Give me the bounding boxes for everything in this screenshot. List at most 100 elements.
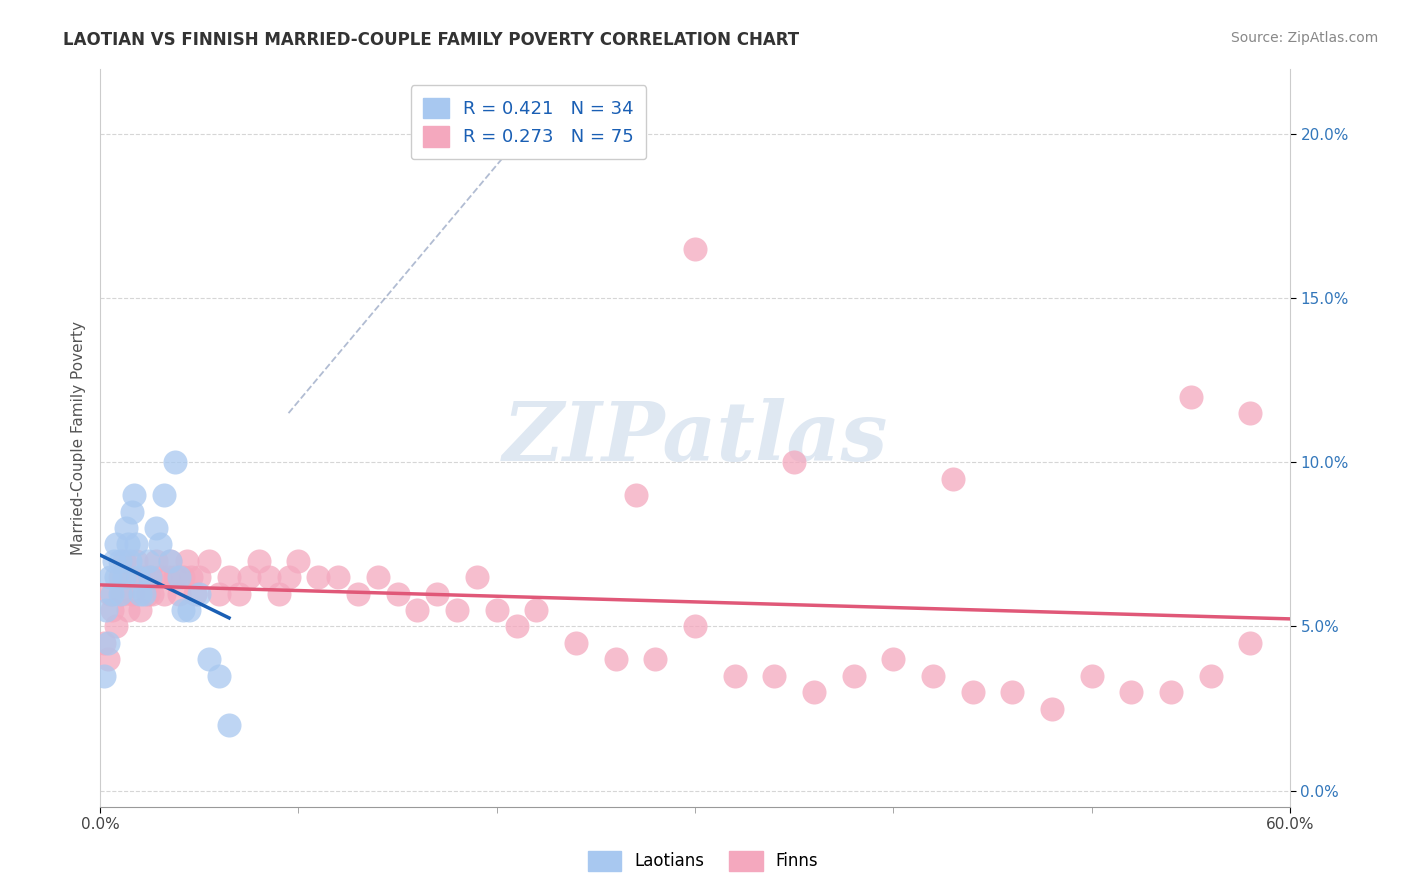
Point [97, 652, 120, 666]
Point [198, 554, 221, 568]
Point [156, 570, 179, 584]
Point [93, 636, 115, 650]
Point [624, 488, 647, 502]
Point [1199, 669, 1222, 683]
Point [136, 587, 159, 601]
Point [277, 570, 299, 584]
Point [465, 570, 488, 584]
Point [169, 570, 191, 584]
Point [101, 603, 124, 617]
Point [93, 669, 115, 683]
Point [159, 554, 181, 568]
Point [218, 718, 240, 732]
Point [1040, 701, 1063, 715]
Point [208, 669, 231, 683]
Point [287, 554, 309, 568]
Text: LAOTIAN VS FINNISH MARRIED-COUPLE FAMILY POVERTY CORRELATION CHART: LAOTIAN VS FINNISH MARRIED-COUPLE FAMILY… [63, 31, 800, 49]
Point [121, 505, 143, 519]
Point [783, 455, 806, 469]
Point [122, 488, 145, 502]
Point [98, 587, 121, 601]
Point [605, 652, 627, 666]
Point [111, 587, 134, 601]
Point [101, 587, 124, 601]
Point [104, 619, 127, 633]
Point [180, 570, 202, 584]
Point [152, 587, 174, 601]
Point [446, 603, 468, 617]
Point [1121, 685, 1143, 699]
Point [104, 537, 127, 551]
Text: ZIPatlas: ZIPatlas [502, 398, 887, 478]
Point [172, 603, 194, 617]
Point [128, 587, 150, 601]
Point [176, 554, 198, 568]
Point [238, 570, 260, 584]
Point [485, 603, 508, 617]
Point [127, 570, 149, 584]
Point [141, 587, 163, 601]
Point [98, 570, 121, 584]
Point [1001, 685, 1024, 699]
Point [1160, 685, 1182, 699]
Point [112, 554, 135, 568]
Point [149, 537, 172, 551]
Text: Source: ZipAtlas.com: Source: ZipAtlas.com [1230, 31, 1378, 45]
Legend: R = 0.421   N = 34, R = 0.273   N = 75: R = 0.421 N = 34, R = 0.273 N = 75 [411, 85, 647, 159]
Point [149, 570, 172, 584]
Point [165, 455, 187, 469]
Point [132, 570, 155, 584]
Point [367, 570, 389, 584]
Point [138, 570, 160, 584]
Point [145, 554, 167, 568]
Point [172, 570, 194, 584]
Point [347, 587, 370, 601]
Point [94, 603, 117, 617]
Point [118, 554, 141, 568]
Point [152, 488, 174, 502]
Point [115, 521, 138, 535]
Legend: Laotians, Finns: Laotians, Finns [579, 842, 827, 880]
Point [326, 570, 349, 584]
Point [565, 636, 588, 650]
Point [104, 570, 127, 584]
Point [103, 554, 125, 568]
Point [132, 587, 155, 601]
Point [1180, 390, 1202, 404]
Point [267, 587, 290, 601]
Point [169, 587, 191, 601]
Point [188, 570, 211, 584]
Point [683, 619, 706, 633]
Point [505, 619, 527, 633]
Point [683, 242, 706, 256]
Point [145, 521, 167, 535]
Point [406, 603, 429, 617]
Point [218, 570, 240, 584]
Point [112, 570, 135, 584]
Point [136, 554, 159, 568]
Point [247, 554, 270, 568]
Point [108, 554, 131, 568]
Point [117, 603, 139, 617]
Point [128, 603, 150, 617]
Point [228, 587, 250, 601]
Point [198, 652, 221, 666]
Point [1080, 669, 1102, 683]
Point [117, 537, 139, 551]
Point [1239, 636, 1261, 650]
Point [121, 587, 143, 601]
Point [724, 669, 747, 683]
Point [882, 652, 904, 666]
Point [526, 603, 548, 617]
Point [125, 554, 148, 568]
Point [125, 537, 148, 551]
Point [97, 636, 120, 650]
Point [165, 570, 187, 584]
Point [138, 570, 160, 584]
Point [803, 685, 825, 699]
Point [159, 554, 181, 568]
Point [179, 603, 201, 617]
Point [118, 570, 141, 584]
Point [387, 587, 409, 601]
Point [763, 669, 786, 683]
